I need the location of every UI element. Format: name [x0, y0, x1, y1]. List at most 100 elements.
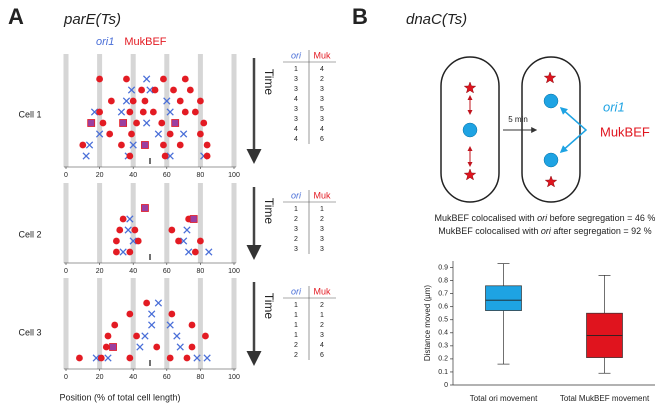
time-label: Time: [262, 69, 276, 96]
colocalised-focus: [119, 119, 128, 127]
table-cell: 6: [320, 352, 324, 359]
table-cell: 2: [320, 216, 324, 223]
ori-label: ori1: [603, 99, 625, 114]
x-tick-label: 80: [197, 374, 205, 381]
ori-focus: [543, 152, 559, 168]
muk-focus: [99, 119, 107, 127]
ori-focus: [154, 299, 163, 307]
ori-focus: [119, 248, 127, 256]
grid-band: [231, 278, 237, 369]
ori-focus: [129, 141, 137, 149]
ori-focus: [184, 248, 193, 256]
muk-focus: [166, 354, 174, 362]
muk-focus: [107, 97, 115, 105]
table-cell: 1: [294, 332, 298, 339]
muk-focus: [197, 237, 204, 245]
x-tick-label: 40: [129, 268, 137, 275]
ori-focus: [92, 354, 100, 362]
table-cell: 3: [294, 86, 298, 93]
muk-focus: [133, 119, 140, 127]
cell-label: Cell 1: [18, 109, 41, 119]
x-tick-label: 40: [129, 374, 137, 381]
muk-focus: [158, 119, 166, 127]
ori-focus: [141, 332, 149, 340]
table-cell: 2: [294, 236, 298, 243]
muk-focus: [143, 299, 151, 307]
y-tick-label: 0.6: [438, 304, 448, 311]
x-tick-label: 60: [163, 268, 171, 275]
stat-text: MukBEF colocalised with: [438, 226, 541, 236]
y-tick-label: 0.4: [438, 330, 448, 337]
ori-focus: [117, 108, 126, 116]
ori-focus: [179, 130, 188, 138]
ori-focus: [142, 75, 151, 83]
ori-focus: [104, 354, 112, 362]
table-cell: 4: [294, 136, 298, 143]
ori-focus: [148, 310, 156, 318]
muk-focus: [168, 310, 176, 318]
x-tick-label: 80: [197, 172, 205, 179]
table-cell: 5: [320, 106, 324, 113]
table-cell: 3: [320, 86, 324, 93]
muk-focus: [104, 332, 112, 340]
table-cell: 2: [294, 352, 298, 359]
grid-band: [197, 54, 203, 167]
table-cell: 3: [320, 116, 324, 123]
muk-focus: [133, 332, 140, 340]
ori-focus: [462, 122, 478, 138]
ori-focus: [142, 119, 151, 127]
muk-focus: [139, 108, 147, 116]
x-tick-label: 0: [64, 374, 68, 381]
table-cell: 3: [294, 106, 298, 113]
time-label: Time: [262, 198, 276, 225]
table-cell: 4: [320, 342, 324, 349]
y-tick-label: 0.1: [438, 369, 448, 376]
table-header: ori: [291, 50, 302, 60]
muk-focus: [197, 97, 204, 105]
ori-focus: [176, 343, 184, 351]
muk-focus: [181, 75, 189, 83]
muk-focus: [128, 130, 135, 138]
ori-focus: [154, 130, 163, 138]
muk-focus: [106, 130, 114, 138]
ori-focus: [183, 226, 191, 234]
x-tick-label: 0: [64, 172, 68, 179]
muk-focus: [79, 141, 87, 149]
stat-line: MukBEF colocalised with ori after segreg…: [438, 226, 651, 236]
stat-text: before segregation = 46 %: [547, 213, 655, 223]
muk-focus: [123, 75, 130, 83]
muk-focus: [119, 215, 127, 223]
cell-label: Cell 2: [18, 229, 41, 239]
muk-focus: [188, 321, 196, 329]
muk-focus: [131, 226, 139, 234]
x-tick-label: 0: [64, 268, 68, 275]
table-header: Muk: [313, 50, 331, 60]
diagram: 5 min ori1 MukBEF: [440, 56, 650, 203]
muk-focus: [151, 86, 159, 94]
colocalised-focus: [141, 141, 149, 149]
grid-band: [63, 54, 69, 167]
grid-band: [231, 183, 237, 263]
grid-band: [164, 54, 170, 167]
ori-focus: [193, 354, 201, 362]
panel-label: A: [8, 4, 24, 29]
ori-focus: [163, 97, 171, 105]
table-cell: 3: [294, 246, 298, 253]
table-header: Muk: [313, 286, 331, 296]
table-cell: 1: [294, 302, 298, 309]
ori-focus: [173, 332, 181, 340]
table-cell: 1: [294, 66, 298, 73]
muk-focus: [126, 248, 134, 256]
x-tick-label: 100: [228, 374, 240, 381]
table-cell: 4: [294, 96, 298, 103]
ori-focus: [166, 152, 174, 160]
ori-focus: [146, 86, 154, 94]
muk-focus: [203, 141, 211, 149]
ori-focus: [90, 108, 99, 116]
ori-focus: [85, 141, 94, 149]
table-cell: 2: [320, 76, 324, 83]
muk-focus: [191, 248, 199, 256]
table-cell: 1: [294, 312, 298, 319]
grid-band: [197, 278, 203, 369]
